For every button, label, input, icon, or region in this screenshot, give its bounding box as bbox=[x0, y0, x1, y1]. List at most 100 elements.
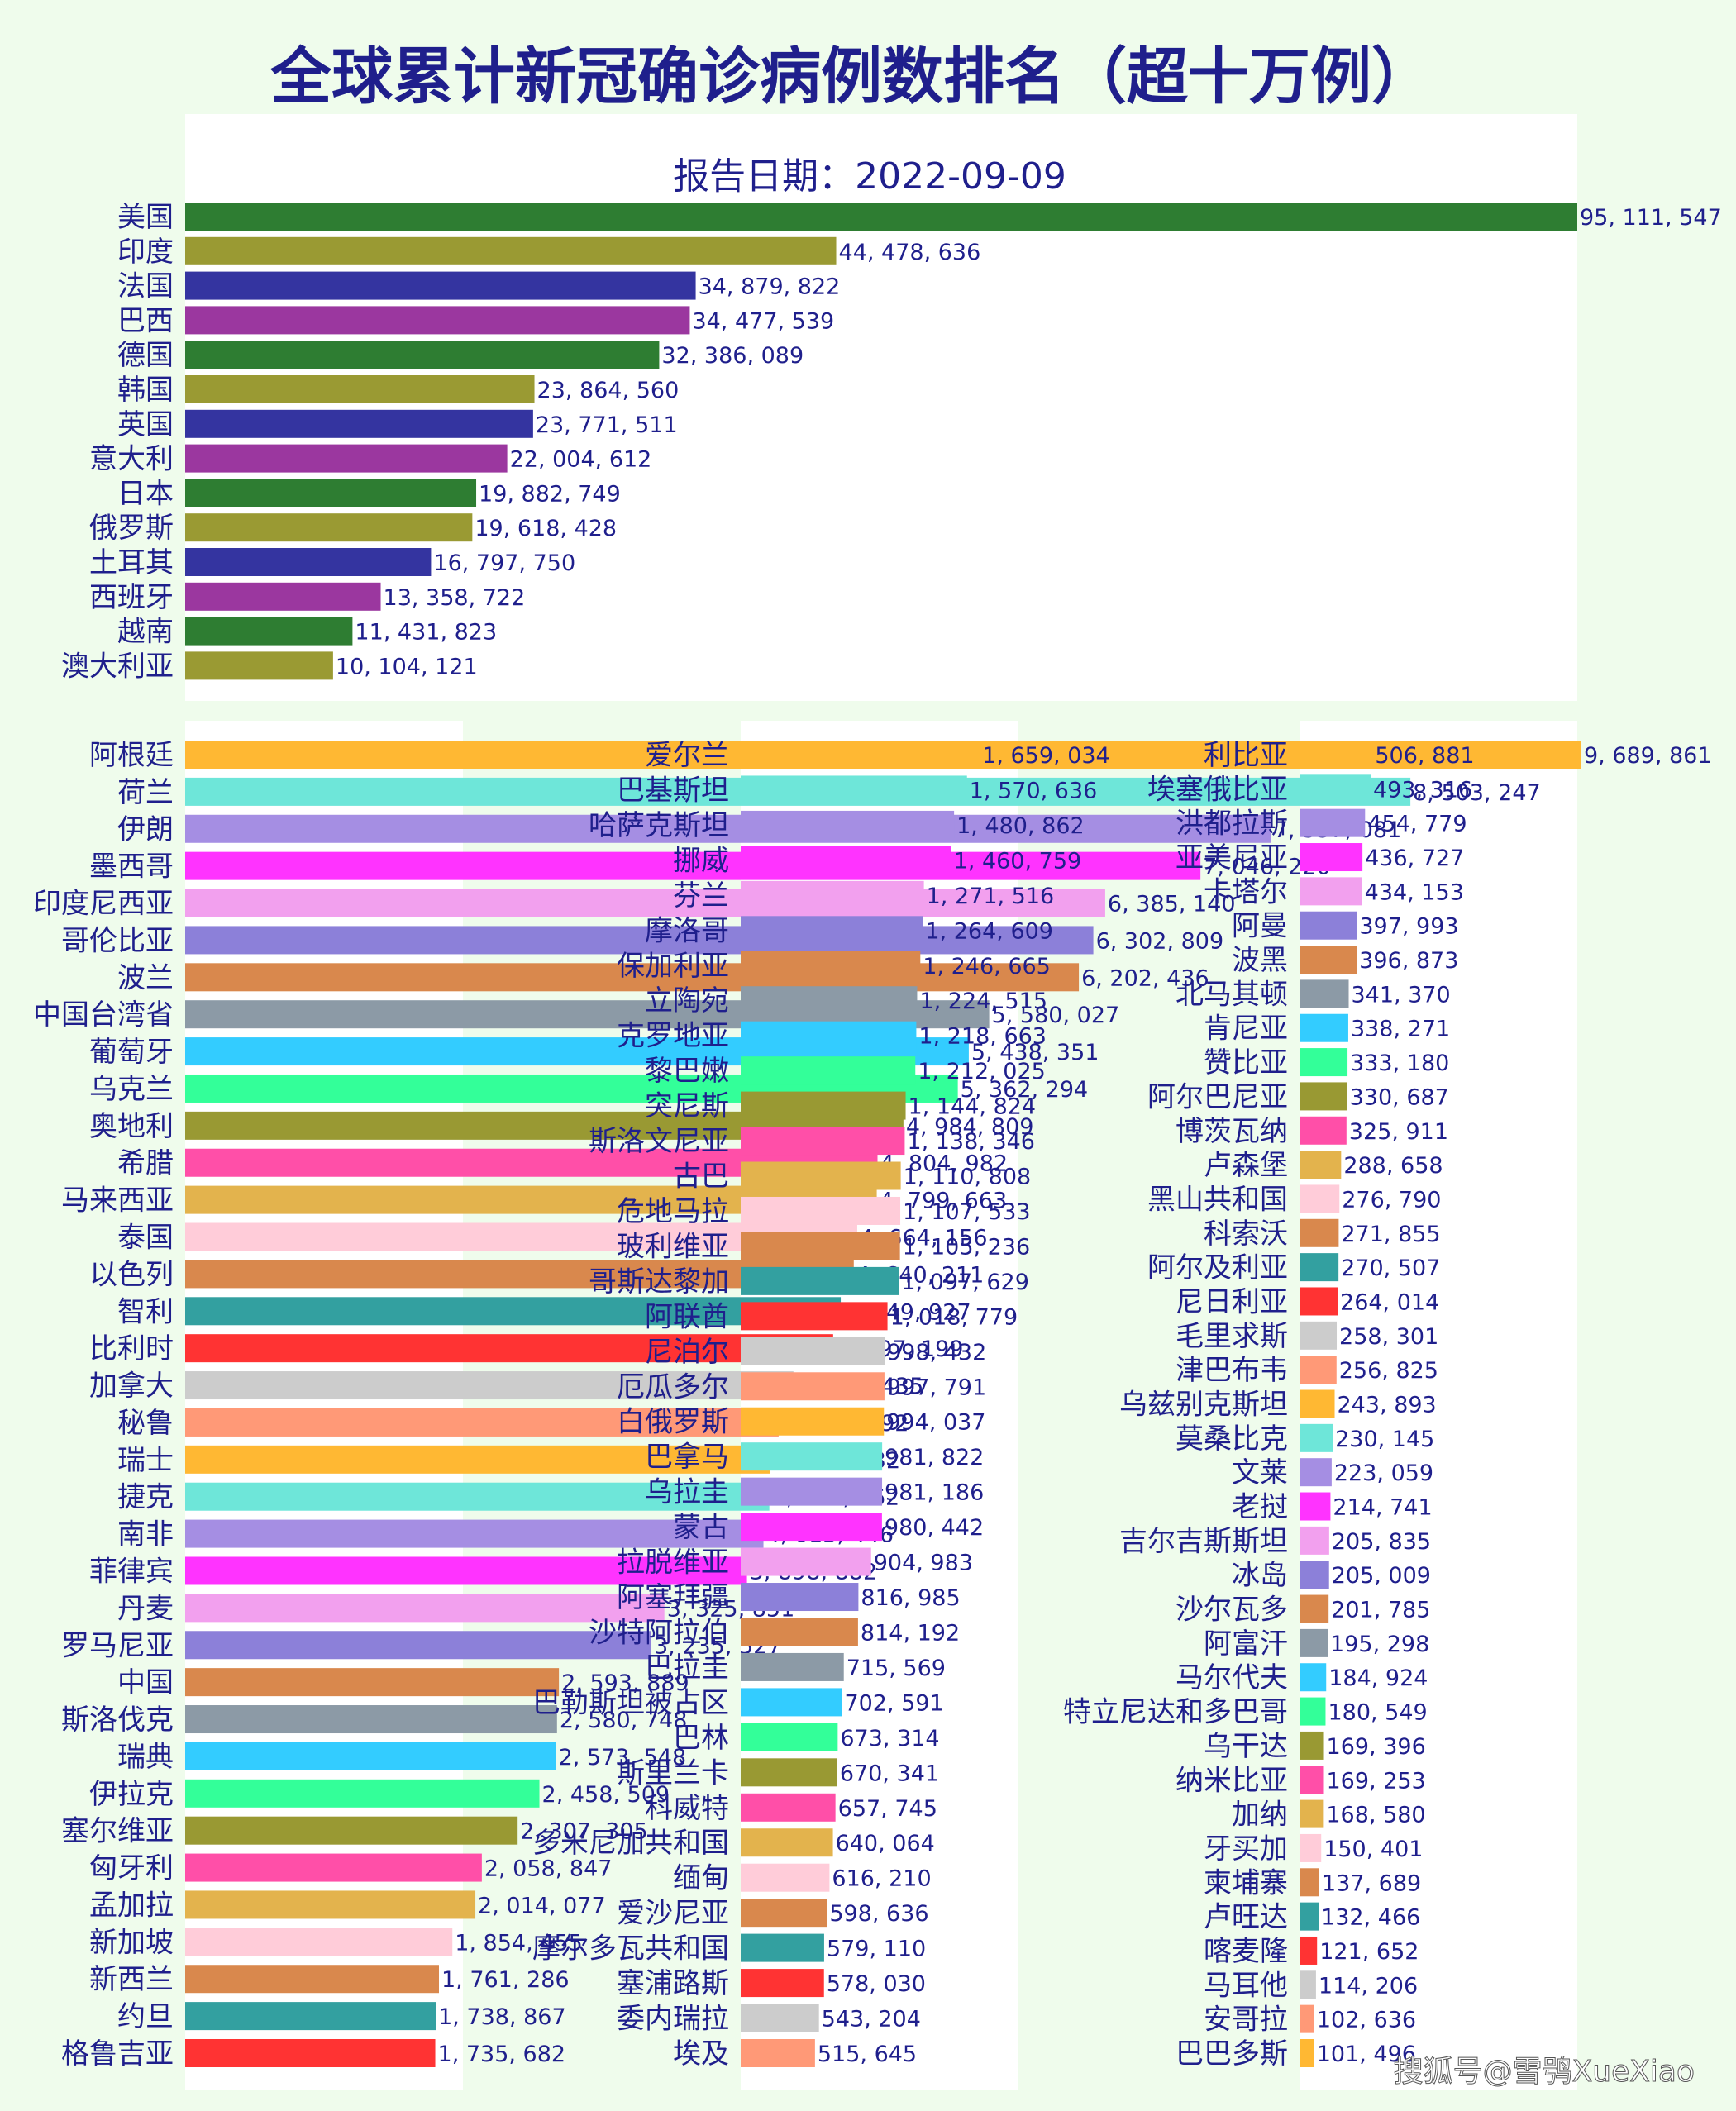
panel-2-value-label: 1, 097, 629 bbox=[901, 1270, 1029, 1295]
panel-3-category-label: 毛里求斯 bbox=[1176, 1320, 1288, 1353]
panel-2-bar bbox=[741, 1618, 858, 1646]
panel-2-bar bbox=[741, 1863, 830, 1892]
panel-3-value-label: 180, 549 bbox=[1328, 1700, 1427, 1726]
panel-1-category-label: 墨西哥 bbox=[89, 851, 174, 884]
panel-2-value-label: 1, 659, 034 bbox=[982, 743, 1110, 769]
panel-3-value-label: 333, 180 bbox=[1350, 1051, 1449, 1076]
panel-2-value-label: 998, 432 bbox=[887, 1340, 986, 1365]
panel-3-bar bbox=[1300, 1048, 1348, 1077]
panel-1-category-label: 罗马尼亚 bbox=[61, 1629, 174, 1662]
panel-1-value-label: 8, 503, 247 bbox=[1413, 780, 1541, 806]
panel-1-value-label: 2, 014, 077 bbox=[478, 1893, 606, 1918]
panel-1-value-label: 1, 761, 286 bbox=[441, 1967, 570, 1993]
panel-2-value-label: 1, 224, 515 bbox=[919, 989, 1047, 1014]
panel-3-value-label: 397, 993 bbox=[1359, 914, 1458, 940]
panel-1-bar bbox=[185, 926, 1094, 955]
top-value-label: 44, 478, 636 bbox=[839, 240, 981, 265]
panel-2-category-label: 沙特阿拉伯 bbox=[589, 1616, 729, 1649]
top-bar bbox=[185, 582, 381, 611]
top-value-label: 34, 477, 539 bbox=[692, 308, 834, 334]
panel-1-bar bbox=[185, 1965, 439, 1994]
panel-3-category-label: 特立尼达和多巴哥 bbox=[1063, 1696, 1288, 1729]
panel-2-category-label: 阿塞拜疆 bbox=[617, 1581, 729, 1614]
panel-2-category-label: 摩洛哥 bbox=[645, 914, 729, 947]
panel-3-value-label: 330, 687 bbox=[1350, 1084, 1449, 1110]
panel-3-bar bbox=[1300, 1287, 1338, 1316]
panel-3-bar bbox=[1300, 1423, 1333, 1452]
panel-3-category-label: 阿富汗 bbox=[1204, 1627, 1288, 1661]
panel-1-category-label: 匈牙利 bbox=[89, 1852, 174, 1885]
panel-1-bar bbox=[185, 1853, 482, 1882]
panel-1-category-label: 捷克 bbox=[117, 1481, 174, 1514]
panel-2-bar bbox=[741, 986, 918, 1015]
panel-2-bar bbox=[741, 880, 924, 909]
panel-3-value-label: 276, 790 bbox=[1342, 1187, 1441, 1213]
panel-1-value-label: 1, 854, 455 bbox=[455, 1930, 583, 1956]
panel-1-category-label: 希腊 bbox=[117, 1147, 174, 1180]
panel-2-value-label: 715, 569 bbox=[847, 1656, 946, 1681]
panel-1-value-label: 6, 385, 140 bbox=[1108, 892, 1236, 917]
panel-1-bar bbox=[185, 1816, 518, 1845]
panel-2-value-label: 1, 110, 808 bbox=[904, 1165, 1032, 1190]
panel-1-category-label: 阿根廷 bbox=[89, 739, 174, 772]
panel-3-category-label: 肯尼亚 bbox=[1204, 1013, 1288, 1046]
top-category-label: 韩国 bbox=[117, 374, 174, 407]
top-value-label: 95, 111, 547 bbox=[1580, 205, 1722, 231]
top-category-label: 澳大利亚 bbox=[61, 650, 174, 683]
panel-2-category-label: 委内瑞拉 bbox=[617, 2003, 729, 2036]
panel-3-category-label: 牙买加 bbox=[1204, 1832, 1288, 1866]
panel-2-bar bbox=[741, 1688, 842, 1717]
panel-1-value-label: 9, 689, 861 bbox=[1584, 743, 1712, 769]
panel-2-bar bbox=[741, 1302, 888, 1331]
panel-1-bar bbox=[185, 1594, 665, 1623]
panel-3-bar bbox=[1300, 1902, 1319, 1931]
top-bar bbox=[185, 409, 533, 438]
panel-3-value-label: 506, 881 bbox=[1375, 743, 1474, 769]
panel-3-bar bbox=[1300, 911, 1357, 940]
panel-2-category-label: 缅甸 bbox=[673, 1862, 729, 1895]
top-value-label: 16, 797, 750 bbox=[433, 550, 575, 576]
top-bar bbox=[185, 479, 477, 507]
chart-subtitle: 报告日期：2022-09-09 bbox=[673, 155, 1066, 198]
panel-3-category-label: 喀麦隆 bbox=[1204, 1935, 1288, 1968]
panel-3-value-label: 132, 466 bbox=[1321, 1905, 1420, 1931]
top-category-label: 意大利 bbox=[89, 443, 174, 476]
panel-2-bar bbox=[741, 846, 951, 874]
panel-3-value-label: 256, 825 bbox=[1339, 1358, 1438, 1384]
panel-2-value-label: 1, 218, 663 bbox=[918, 1024, 1047, 1050]
panel-2-bar bbox=[741, 1513, 882, 1542]
panel-3-bar bbox=[1300, 1970, 1316, 1999]
panel-2-bar bbox=[741, 775, 967, 804]
top-category-label: 俄罗斯 bbox=[89, 512, 174, 545]
panel-1-bar bbox=[185, 1705, 557, 1734]
panel-3-value-label: 169, 253 bbox=[1327, 1768, 1426, 1794]
top-value-label: 32, 386, 089 bbox=[661, 343, 804, 369]
panel-1-category-label: 伊朗 bbox=[117, 813, 174, 846]
panel-2-value-label: 616, 210 bbox=[832, 1866, 931, 1892]
top-bar bbox=[185, 203, 1577, 231]
panel-1-category-label: 比利时 bbox=[89, 1332, 174, 1365]
panel-3-value-label: 264, 014 bbox=[1340, 1289, 1439, 1315]
panel-3-bar bbox=[1300, 1561, 1329, 1589]
top-bar bbox=[185, 651, 333, 680]
panel-3-category-label: 柬埔寨 bbox=[1204, 1866, 1288, 1899]
panel-2-category-label: 芬兰 bbox=[673, 879, 729, 913]
panel-2-bar bbox=[741, 1127, 905, 1156]
panel-1-category-label: 中国 bbox=[117, 1666, 174, 1699]
panel-2-value-label: 814, 192 bbox=[861, 1620, 960, 1646]
panel-3-bar bbox=[1300, 2039, 1314, 2067]
panel-2-category-label: 摩尔多瓦共和国 bbox=[532, 1932, 729, 1966]
panel-1-category-label: 孟加拉 bbox=[89, 1889, 174, 1922]
panel-2-bar bbox=[741, 1232, 900, 1260]
panel-1-bar bbox=[185, 1631, 651, 1660]
panel-2-value-label: 578, 030 bbox=[827, 1971, 926, 1997]
panel-3-value-label: 454, 779 bbox=[1367, 812, 1467, 837]
panel-2-category-label: 阿联酋 bbox=[645, 1300, 729, 1333]
panel-3-bar bbox=[1300, 1151, 1342, 1179]
panel-1-bar bbox=[185, 1556, 747, 1585]
panel-1-bar bbox=[185, 889, 1105, 917]
panel-2-value-label: 598, 636 bbox=[829, 1901, 928, 1927]
panel-3-value-label: 223, 059 bbox=[1334, 1461, 1433, 1486]
top-category-label: 西班牙 bbox=[89, 581, 174, 614]
panel-1-category-label: 加拿大 bbox=[89, 1370, 174, 1403]
